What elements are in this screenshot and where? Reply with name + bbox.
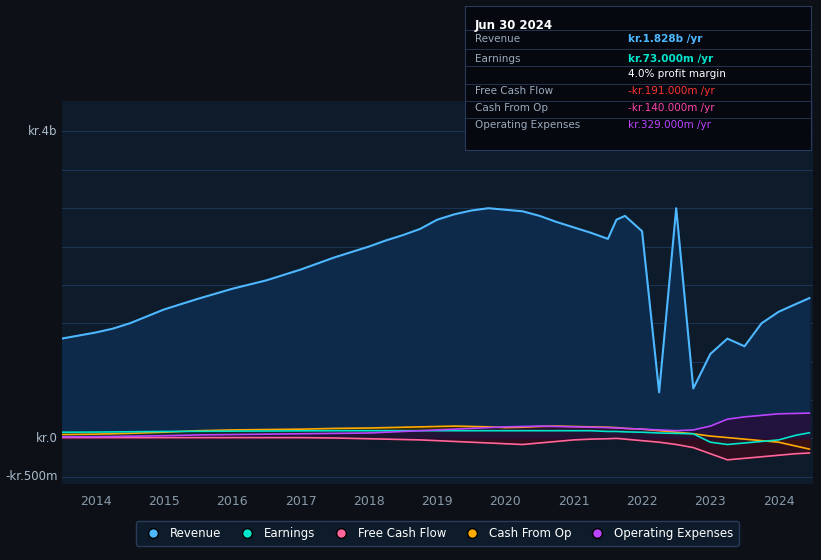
Text: kr.1.828b /yr: kr.1.828b /yr xyxy=(627,35,702,44)
Text: Earnings: Earnings xyxy=(475,54,521,64)
Text: Jun 30 2024: Jun 30 2024 xyxy=(475,18,553,31)
Text: kr.4b: kr.4b xyxy=(28,125,57,138)
Text: kr.329.000m /yr: kr.329.000m /yr xyxy=(627,120,710,130)
Text: Operating Expenses: Operating Expenses xyxy=(475,120,580,130)
Text: -kr.500m: -kr.500m xyxy=(5,470,57,483)
Legend: Revenue, Earnings, Free Cash Flow, Cash From Op, Operating Expenses: Revenue, Earnings, Free Cash Flow, Cash … xyxy=(135,521,739,545)
Text: kr.0: kr.0 xyxy=(36,432,57,445)
Text: Cash From Op: Cash From Op xyxy=(475,103,548,113)
Text: Free Cash Flow: Free Cash Flow xyxy=(475,86,553,96)
Text: -kr.191.000m /yr: -kr.191.000m /yr xyxy=(627,86,714,96)
Text: kr.73.000m /yr: kr.73.000m /yr xyxy=(627,54,713,64)
Text: Revenue: Revenue xyxy=(475,35,521,44)
Text: 4.0% profit margin: 4.0% profit margin xyxy=(627,69,726,79)
Text: -kr.140.000m /yr: -kr.140.000m /yr xyxy=(627,103,714,113)
